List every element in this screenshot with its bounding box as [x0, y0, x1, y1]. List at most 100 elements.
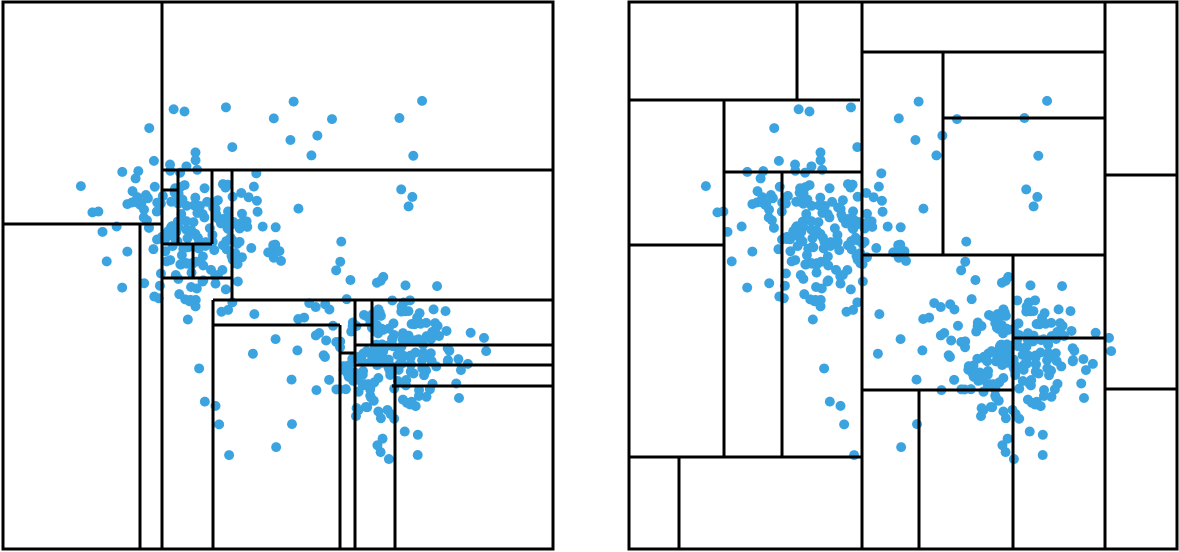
data-point: [161, 256, 172, 267]
data-point: [763, 212, 774, 223]
data-point: [819, 363, 830, 374]
data-point: [426, 355, 437, 366]
data-point: [236, 208, 247, 219]
data-point: [130, 173, 141, 184]
data-point: [785, 246, 796, 257]
data-point: [816, 283, 827, 294]
data-point: [362, 311, 373, 322]
left-partition-diagram: [1, 0, 555, 551]
data-point: [1050, 348, 1061, 359]
data-point: [432, 281, 443, 292]
data-point: [757, 195, 768, 206]
data-point: [377, 433, 388, 444]
data-point: [852, 254, 863, 265]
data-point: [804, 180, 815, 191]
data-point: [848, 214, 859, 225]
data-point: [1087, 358, 1098, 369]
data-point: [288, 96, 299, 107]
data-point: [421, 391, 432, 402]
data-point: [822, 251, 833, 262]
data-point: [815, 147, 826, 158]
data-point: [215, 218, 226, 229]
right-partition-diagram: [627, 0, 1179, 551]
data-point: [700, 181, 711, 192]
data-point: [327, 114, 338, 125]
left-partition-panel: [0, 0, 556, 552]
data-point: [345, 275, 356, 286]
data-point: [1018, 364, 1029, 375]
data-point: [127, 186, 138, 197]
data-point: [181, 216, 192, 227]
data-point: [924, 312, 935, 323]
data-point: [956, 265, 967, 276]
data-point: [190, 155, 201, 166]
data-point: [970, 275, 981, 286]
data-point: [806, 257, 817, 268]
data-point: [997, 360, 1008, 371]
data-point: [336, 236, 347, 247]
data-point: [413, 334, 424, 345]
data-point: [824, 183, 835, 194]
data-point: [939, 328, 950, 339]
data-point: [995, 339, 1006, 350]
data-point: [960, 256, 971, 267]
data-point: [836, 209, 847, 220]
data-point: [139, 204, 150, 215]
data-point: [430, 318, 441, 329]
data-point: [407, 191, 418, 202]
data-point: [362, 402, 373, 413]
data-point: [1076, 378, 1087, 389]
data-point: [946, 335, 957, 346]
data-point: [817, 232, 828, 243]
data-point: [976, 411, 987, 422]
data-point: [1030, 295, 1041, 306]
data-point: [453, 393, 464, 404]
data-point: [768, 222, 779, 233]
data-point: [998, 406, 1009, 417]
data-point: [810, 294, 821, 305]
data-point: [823, 275, 834, 286]
data-point: [185, 294, 196, 305]
data-point: [234, 236, 245, 247]
data-point: [1106, 346, 1117, 357]
data-point: [412, 450, 423, 461]
data-point: [453, 354, 464, 365]
data-point: [931, 150, 942, 161]
data-point: [132, 195, 143, 206]
data-point: [383, 454, 394, 465]
data-point: [943, 350, 954, 361]
data-point: [199, 396, 210, 407]
data-point: [75, 181, 86, 192]
data-point: [405, 352, 416, 363]
data-point: [882, 221, 893, 232]
data-point: [868, 192, 879, 203]
data-point: [991, 392, 1002, 403]
data-point: [408, 368, 419, 379]
data-point: [861, 218, 872, 229]
data-point: [399, 426, 410, 437]
data-point: [369, 377, 380, 388]
data-point: [1026, 375, 1037, 386]
data-point: [1037, 429, 1048, 440]
data-point: [806, 216, 817, 227]
data-point: [835, 400, 846, 411]
data-point: [1019, 343, 1030, 354]
data-point: [782, 190, 793, 201]
data-point: [815, 192, 826, 203]
data-point: [1026, 397, 1037, 408]
data-point: [428, 304, 439, 315]
data-point: [320, 299, 331, 310]
data-point: [872, 348, 883, 359]
data-point: [997, 352, 1008, 363]
data-point: [824, 396, 835, 407]
data-point: [986, 346, 997, 357]
data-point: [285, 135, 296, 146]
data-point: [246, 243, 257, 254]
data-point: [148, 155, 159, 166]
data-point: [773, 155, 784, 166]
data-point: [212, 195, 223, 206]
data-point: [961, 236, 972, 247]
data-point: [1031, 319, 1042, 330]
data-point: [440, 306, 451, 317]
data-point: [1028, 201, 1039, 212]
